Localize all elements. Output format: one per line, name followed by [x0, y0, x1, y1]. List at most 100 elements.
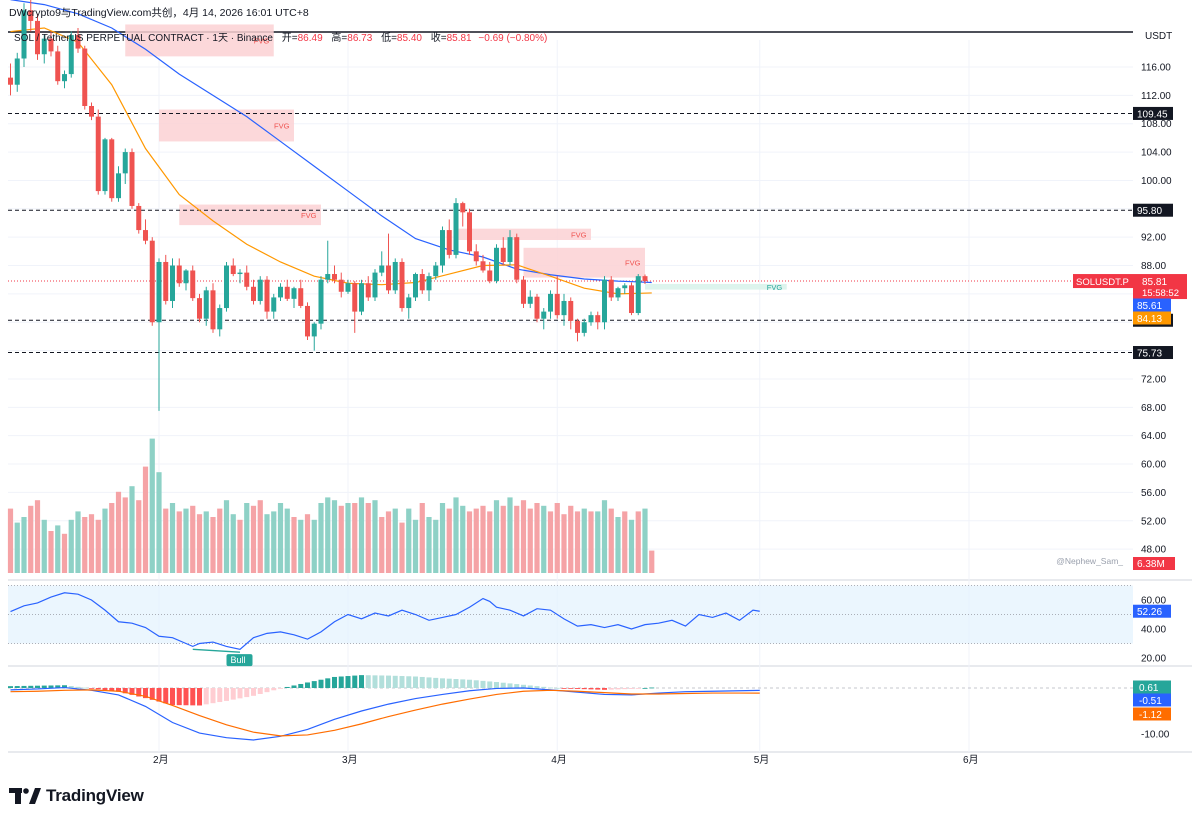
volume-bar: [217, 508, 223, 573]
candle-body: [460, 203, 466, 213]
macd-histogram-bar: [82, 687, 88, 689]
macd-histogram-bar: [230, 688, 236, 700]
fvg-zone: [159, 109, 294, 142]
countdown-label: 15:58:52: [1142, 288, 1179, 299]
macd-histogram-bar: [75, 686, 81, 688]
volume-bar: [493, 500, 500, 573]
volume-bar: [554, 503, 560, 573]
rsi-value-label: 52.26: [1137, 607, 1162, 618]
fvg-zone: [125, 24, 274, 57]
volume-bar: [109, 503, 115, 573]
volume-bar: [385, 511, 392, 573]
volume-bar: [88, 514, 95, 573]
level-tag-label: 75.73: [1137, 349, 1162, 360]
candle-body: [251, 286, 256, 301]
candle-body: [568, 300, 574, 321]
price-tick-label: 116.00: [1141, 63, 1171, 74]
candle-body: [68, 35, 74, 75]
volume-bar: [588, 511, 594, 573]
volume-bar: [601, 500, 608, 573]
macd-value-tag: [1133, 693, 1171, 707]
macd-histogram-bar: [190, 688, 196, 706]
candle-body: [35, 20, 40, 55]
candle-body: [116, 173, 121, 199]
macd-histogram-bar: [622, 688, 628, 690]
macd-histogram-bar: [332, 676, 337, 688]
month-label: 4月: [551, 754, 567, 766]
candle-body: [224, 265, 229, 309]
price-tick-label: 56.00: [1141, 488, 1166, 499]
candle-body: [210, 290, 216, 330]
macd-histogram-bar: [345, 676, 351, 688]
volume-bar: [48, 531, 54, 573]
volume-bar: [608, 508, 614, 573]
candle-body: [237, 272, 243, 275]
macd-histogram-bar: [278, 688, 283, 689]
macd-histogram-bar: [338, 676, 344, 688]
macd-histogram-bar: [386, 675, 391, 688]
macd-histogram-bar: [271, 688, 277, 691]
candle-body: [345, 283, 351, 292]
symbol-legend[interactable]: SOL / TetherUS PERPETUAL CONTRACT · 1天 ·…: [14, 29, 547, 44]
candle-body: [122, 152, 128, 174]
level-tag-label: 95.80: [1137, 206, 1162, 217]
volume-bar: [379, 517, 385, 573]
last-price-tag: [1133, 274, 1187, 300]
close-label: 收=: [430, 33, 447, 44]
candle-body: [521, 279, 526, 304]
candle-body: [278, 286, 283, 298]
volume-bar: [163, 508, 169, 573]
volume-bar: [574, 511, 581, 573]
price-tick-label: 92.00: [1141, 233, 1166, 244]
volume-bar: [122, 497, 128, 573]
rsi-divergence-line: [192, 648, 241, 653]
macd-histogram-bar: [392, 675, 398, 688]
candle-body: [75, 35, 81, 49]
macd-histogram-bar: [426, 677, 432, 688]
price-tick-label: 68.00: [1141, 403, 1166, 414]
volume-bar: [7, 508, 14, 573]
macd-histogram-bar: [311, 681, 317, 688]
macd-histogram-bar: [41, 685, 47, 688]
candle-body: [622, 285, 628, 289]
candle-body: [217, 308, 223, 330]
candle-body: [55, 51, 61, 82]
ma-orange-line: [10, 27, 652, 295]
volume-bar: [129, 486, 135, 573]
candle-body: [14, 58, 20, 85]
volume-bar: [466, 511, 473, 573]
volume-bar: [392, 508, 398, 573]
author-watermark: @Nephew_Sam_: [1056, 556, 1123, 566]
macd-histogram-bar: [365, 675, 371, 688]
macd-histogram-bar: [325, 678, 331, 688]
candle-body: [467, 212, 472, 252]
candle-body: [149, 240, 155, 323]
volume-bar: [649, 550, 655, 573]
candle-body: [264, 279, 270, 312]
macd-histogram-bar: [318, 679, 324, 688]
candle-body: [487, 270, 493, 282]
ma-value-tag: [1133, 311, 1171, 325]
macd-histogram-bar: [136, 688, 142, 697]
candle-body: [575, 320, 580, 333]
candle-body: [176, 265, 182, 284]
candle-body: [602, 279, 607, 323]
macd-histogram-bar: [359, 675, 364, 688]
candle-body: [440, 230, 445, 266]
candle-body: [291, 288, 297, 299]
volume-bar: [115, 491, 122, 573]
tradingview-logo[interactable]: TradingView: [9, 786, 144, 806]
volume-bar: [257, 500, 263, 573]
volume-bar: [34, 500, 41, 573]
ma-value-label: 84.13: [1137, 314, 1162, 325]
macd-histogram-bar: [561, 688, 567, 689]
price-tick-label: 88.00: [1141, 261, 1166, 272]
fvg-label: FVG: [301, 211, 317, 220]
candle-body: [379, 265, 385, 273]
macd-histogram-bar: [635, 688, 641, 689]
candle-body: [48, 38, 54, 52]
candle-body: [386, 265, 391, 291]
candle-body: [197, 298, 202, 319]
price-tick-label: 48.00: [1141, 545, 1166, 556]
